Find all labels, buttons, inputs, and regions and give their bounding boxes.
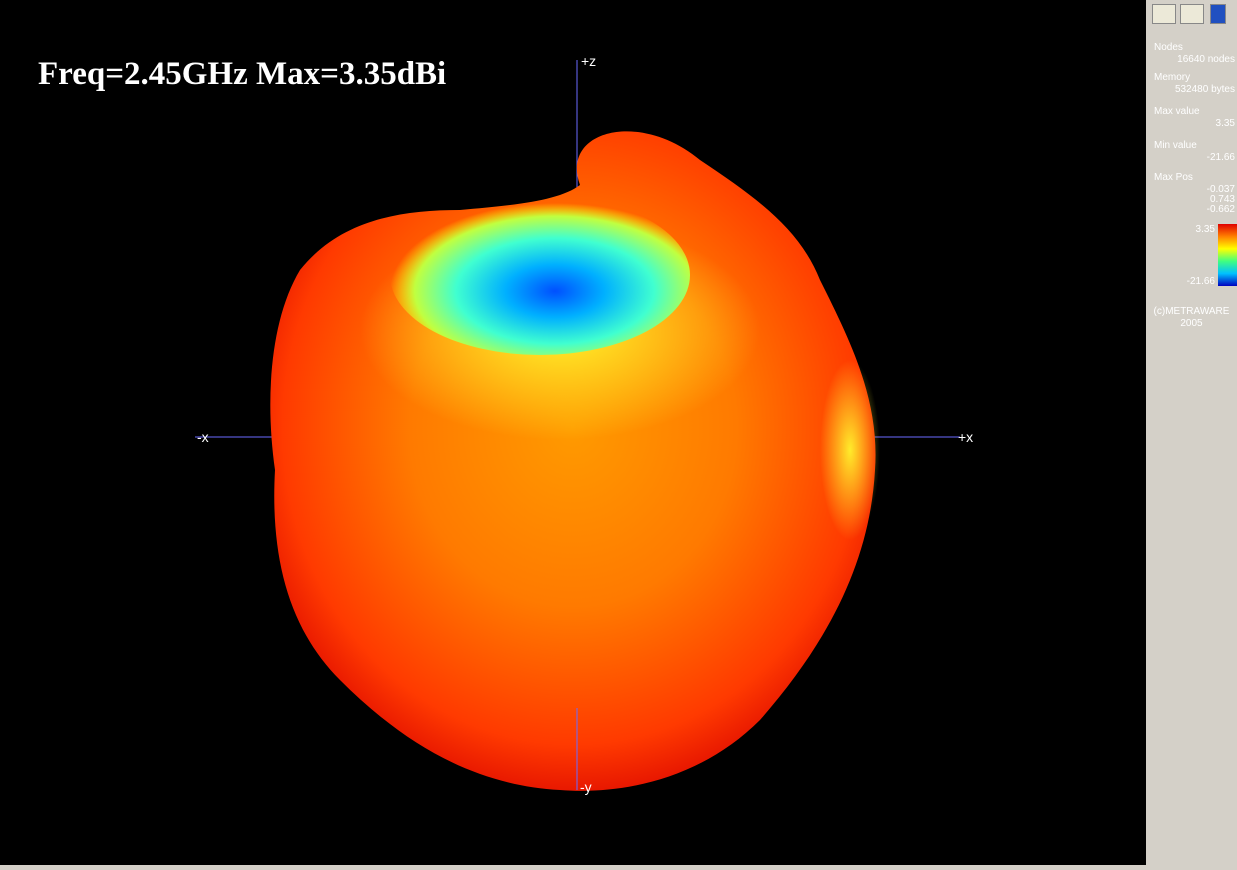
pattern-view: +z -x +x -y bbox=[195, 53, 973, 795]
axis-label: -y bbox=[580, 779, 592, 795]
label: Max value bbox=[1154, 106, 1200, 117]
label: Nodes bbox=[1154, 42, 1183, 53]
colorbar-label: 3.35 bbox=[1195, 224, 1215, 235]
value: 16640 nodes bbox=[1177, 54, 1235, 65]
value: -0.662 bbox=[1206, 204, 1235, 215]
label: Memory bbox=[1154, 72, 1191, 83]
colormap-button[interactable] bbox=[1180, 4, 1204, 24]
label: Min value bbox=[1154, 140, 1197, 151]
value: -0.037 bbox=[1206, 184, 1235, 195]
colorbar-label: -21.66 bbox=[1186, 276, 1215, 287]
value: 0.743 bbox=[1209, 194, 1235, 205]
axis-label: +x bbox=[958, 429, 973, 445]
info-panel: Nodes 16640 nodes Memory 532480 bytes Ma… bbox=[1146, 0, 1237, 865]
pattern-null bbox=[390, 195, 690, 355]
copyright: (c)METRAWARE bbox=[1153, 306, 1230, 317]
value: 532480 bytes bbox=[1174, 84, 1235, 95]
info-button[interactable] bbox=[1210, 4, 1226, 24]
colorbar bbox=[1218, 224, 1237, 286]
value: -21.66 bbox=[1206, 152, 1235, 163]
viewport: +z -x +x -y Freq=2.45GHz Max=3.35dBi bbox=[0, 0, 1146, 865]
axis-label: +z bbox=[581, 53, 596, 69]
axis-label: -x bbox=[197, 429, 209, 445]
title: Freq=2.45GHz Max=3.35dBi bbox=[38, 56, 447, 92]
pattern-highlight bbox=[820, 360, 880, 540]
label: Max Pos bbox=[1154, 172, 1193, 183]
settings-button[interactable] bbox=[1152, 4, 1176, 24]
value: 3.35 bbox=[1215, 118, 1235, 129]
copyright: 2005 bbox=[1180, 318, 1203, 329]
